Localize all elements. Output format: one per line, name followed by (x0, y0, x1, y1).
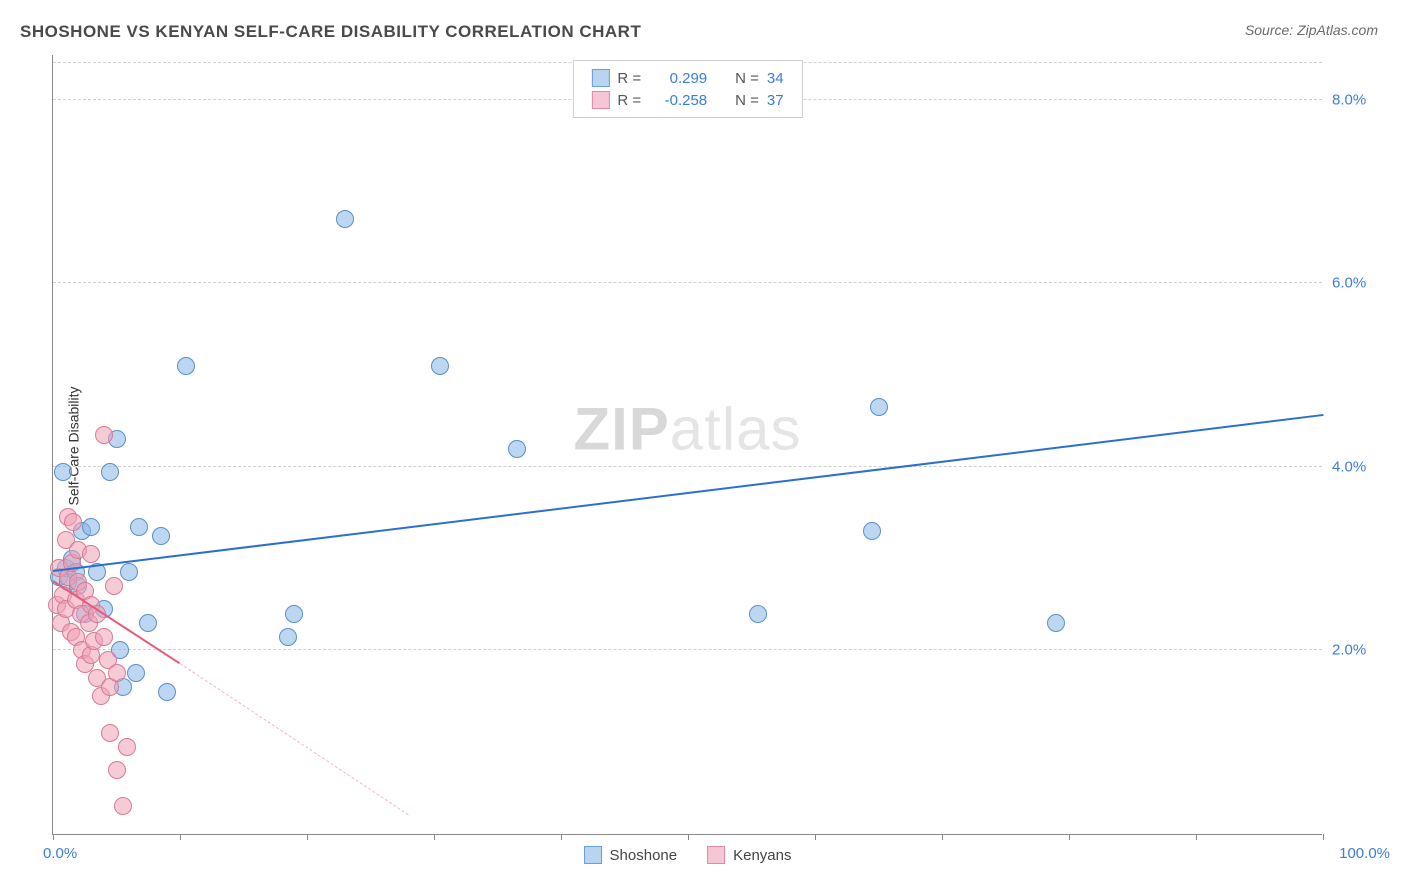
data-point (82, 545, 100, 563)
data-point (749, 605, 767, 623)
source-attribution: Source: ZipAtlas.com (1245, 22, 1378, 38)
data-point (101, 463, 119, 481)
gridline: 4.0% (53, 466, 1322, 467)
trend-line (53, 414, 1323, 572)
data-point (1047, 614, 1065, 632)
x-tick (307, 834, 308, 840)
y-tick-label: 6.0% (1332, 275, 1366, 292)
data-point (158, 683, 176, 701)
data-point (431, 357, 449, 375)
data-point (870, 398, 888, 416)
x-tick (688, 834, 689, 840)
y-tick-label: 2.0% (1332, 642, 1366, 659)
x-tick (1196, 834, 1197, 840)
swatch-shoshone (591, 69, 609, 87)
legend-item-kenyans: Kenyans (707, 846, 791, 864)
correlation-stats-box: R = 0.299 N = 34 R = -0.258 N = 37 (572, 60, 802, 118)
stats-row-kenyans: R = -0.258 N = 37 (591, 89, 783, 111)
data-point (101, 724, 119, 742)
data-point (95, 628, 113, 646)
watermark: ZIPatlas (573, 394, 801, 463)
x-tick (1069, 834, 1070, 840)
x-tick (434, 834, 435, 840)
stats-row-shoshone: R = 0.299 N = 34 (591, 67, 783, 89)
legend-swatch-kenyans (707, 846, 725, 864)
data-point (177, 357, 195, 375)
gridline: 6.0% (53, 282, 1322, 283)
data-point (863, 522, 881, 540)
trend-line (180, 663, 409, 815)
data-point (120, 563, 138, 581)
legend-item-shoshone: Shoshone (584, 846, 678, 864)
plot-area: ZIPatlas 2.0%4.0%6.0%8.0% 0.0% 100.0% R … (52, 55, 1322, 835)
data-point (285, 605, 303, 623)
data-point (95, 426, 113, 444)
data-point (336, 210, 354, 228)
x-tick (53, 834, 54, 840)
legend: Shoshone Kenyans (584, 846, 792, 864)
y-tick-label: 8.0% (1332, 91, 1366, 108)
data-point (114, 797, 132, 815)
data-point (64, 513, 82, 531)
data-point (105, 577, 123, 595)
data-point (279, 628, 297, 646)
x-tick (180, 834, 181, 840)
legend-swatch-shoshone (584, 846, 602, 864)
x-tick (1323, 834, 1324, 840)
x-tick (942, 834, 943, 840)
data-point (130, 518, 148, 536)
data-point (82, 518, 100, 536)
data-point (54, 463, 72, 481)
data-point (152, 527, 170, 545)
gridline: 2.0% (53, 649, 1322, 650)
x-axis-max-label: 100.0% (1339, 845, 1390, 862)
x-axis-min-label: 0.0% (43, 845, 77, 862)
data-point (108, 664, 126, 682)
data-point (127, 664, 145, 682)
data-point (108, 761, 126, 779)
chart-title: SHOSHONE VS KENYAN SELF-CARE DISABILITY … (20, 22, 641, 42)
x-tick (815, 834, 816, 840)
x-tick (561, 834, 562, 840)
data-point (508, 440, 526, 458)
y-tick-label: 4.0% (1332, 458, 1366, 475)
swatch-kenyans (591, 91, 609, 109)
data-point (118, 738, 136, 756)
data-point (139, 614, 157, 632)
